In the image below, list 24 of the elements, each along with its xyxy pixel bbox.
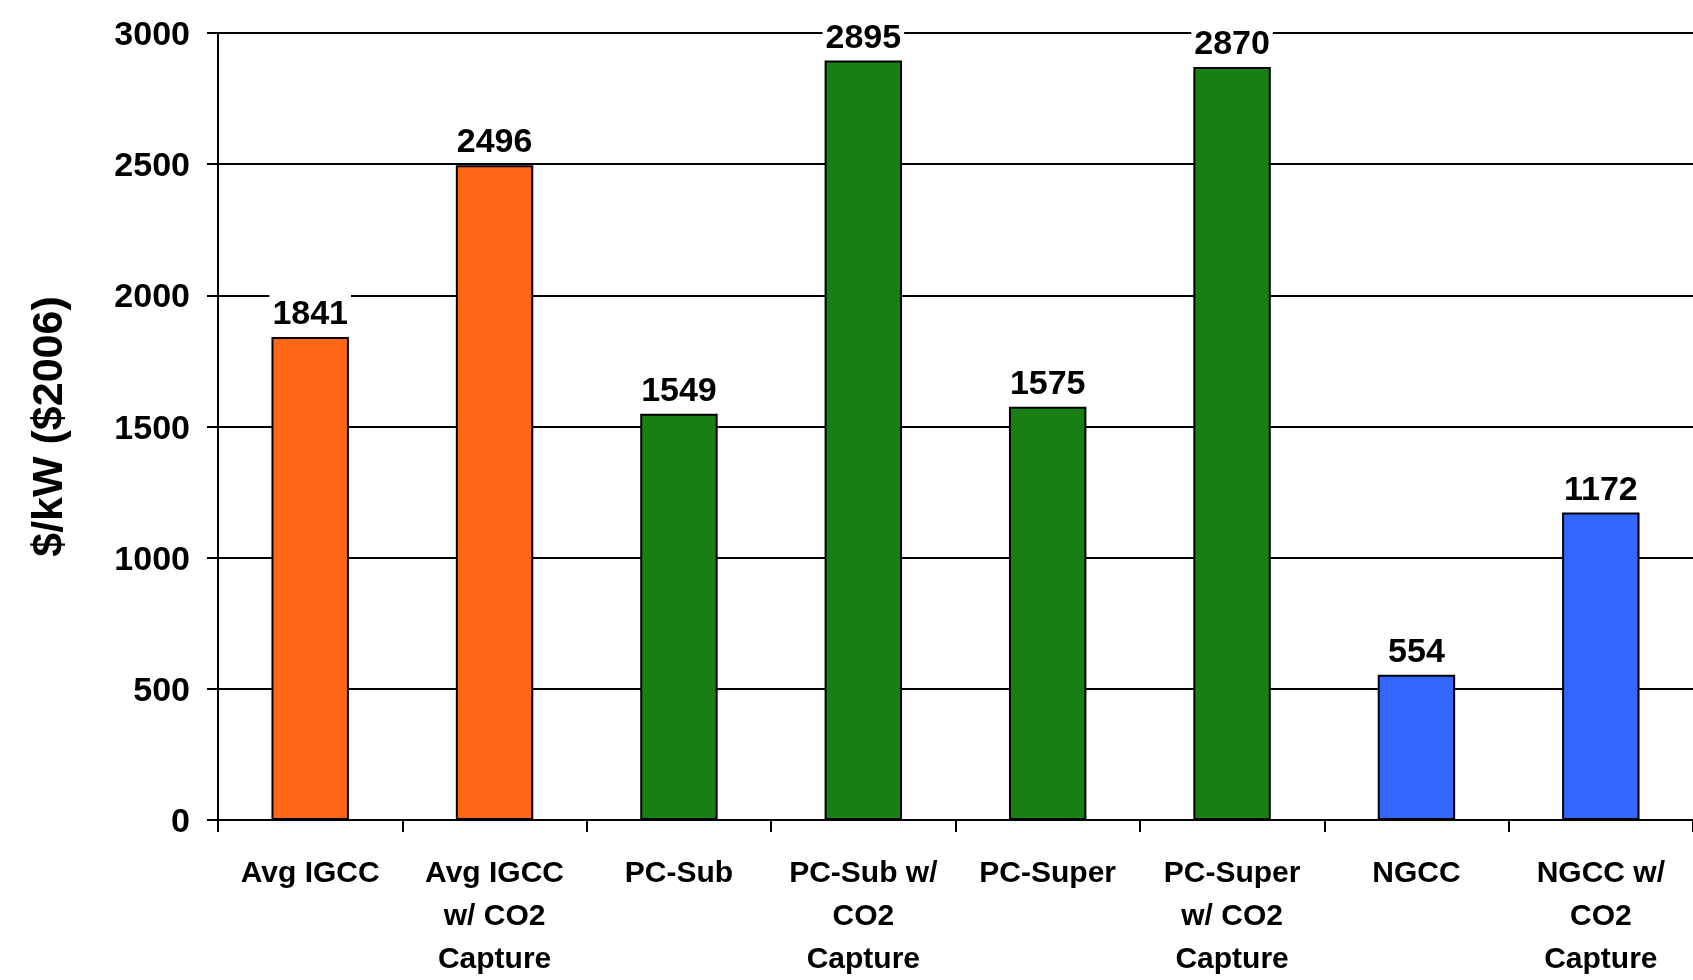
y-tick-label: 500 (133, 669, 190, 708)
x-tick-label: Avg IGCC (240, 855, 380, 888)
data-label: 2870 (1194, 23, 1270, 62)
data-label: 1549 (641, 369, 717, 408)
x-tick-label: PC-Super w/ CO2 Capture (1163, 855, 1301, 974)
x-tick-label: Avg IGCC w/ CO2 Capture (425, 855, 565, 974)
y-axis-title: $/kW ($2006) (22, 296, 71, 557)
x-tick-label: PC-Super (979, 855, 1117, 888)
y-tick-label: 0 (171, 801, 190, 839)
data-label: 1841 (272, 293, 349, 332)
x-tick-label: NGCC w/ CO2 Capture (1536, 855, 1666, 974)
y-tick-label: 3000 (114, 14, 190, 52)
x-tick-label: NGCC (1372, 855, 1461, 888)
data-label: 554 (1388, 630, 1445, 669)
data-label: 2895 (825, 16, 902, 55)
x-tick-label: PC-Sub (624, 855, 734, 888)
data-label: 1172 (1563, 468, 1638, 507)
data-label: 2496 (456, 121, 533, 160)
y-tick-label: 2000 (114, 276, 190, 315)
y-tick-label: 1000 (114, 538, 190, 577)
y-tick-label: 1500 (114, 407, 190, 446)
x-tick-label: PC-Sub w/ CO2 Capture (789, 855, 939, 974)
data-label: 1575 (1009, 362, 1086, 401)
y-tick-label: 2500 (114, 145, 190, 184)
